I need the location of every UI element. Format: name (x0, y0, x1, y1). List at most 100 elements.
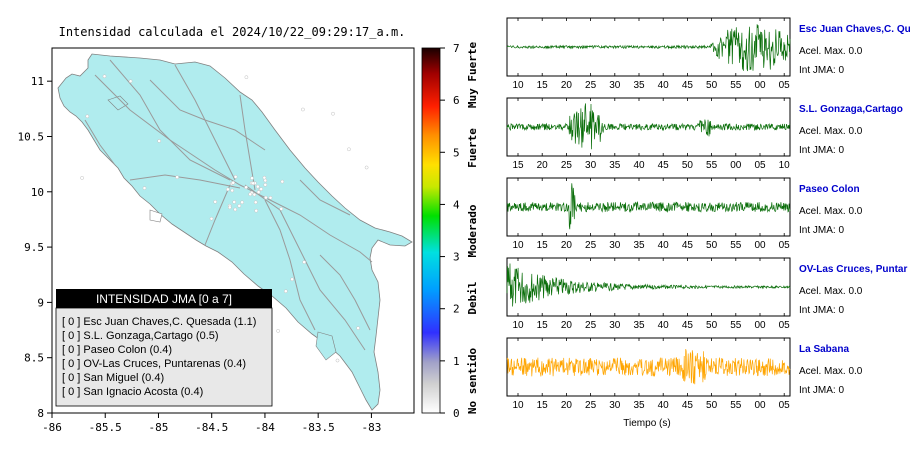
colorbar-category: Muy Fuerte (466, 42, 479, 109)
station-int: Int JMA: 0 (799, 225, 844, 236)
waveform-panel: 10 15 20 25 30 35 40 45 50 55 00 05 Esc Juan Chaves,… (506, 17, 910, 91)
town-dot (263, 178, 268, 183)
road (299, 179, 351, 216)
town-dot (255, 184, 260, 189)
osa-peninsula (315, 331, 337, 361)
waveform-tick-label: 20 (561, 80, 573, 91)
waveform-tick-label: 10 (779, 160, 791, 171)
map-title: Intensidad calculada el 2024/10/22_09:29… (59, 25, 406, 39)
town-dot (279, 207, 284, 211)
town-dot (251, 181, 256, 186)
waveform-panel: 10 15 20 25 30 35 40 45 50 55 00 05 OV-Las Cruces, P… (506, 257, 907, 331)
waveform-tick-label: 35 (633, 240, 645, 251)
legend-item: [ 0 ] S.L. Gonzaga,Cartago (0.5) (62, 330, 219, 342)
island (107, 95, 129, 111)
waveform-frame (506, 97, 791, 157)
town-dot (335, 358, 340, 363)
legend-item: [ 0 ] Paseo Colon (0.4) (62, 344, 172, 356)
waveform-tick-label: 25 (561, 160, 573, 171)
colorbar-tick-label: 7 (453, 42, 460, 55)
town-dot (356, 326, 360, 330)
waveform-tick-label: 05 (779, 240, 791, 251)
waveform-tick-label: 55 (730, 80, 742, 91)
station-name: La Sabana (799, 344, 849, 355)
waveform-tick-label: 30 (609, 80, 621, 91)
waveform-tick-label: 45 (682, 80, 694, 91)
waveform-tick-label: 40 (633, 160, 645, 171)
station-int: Int JMA: 0 (799, 145, 844, 156)
waveform-tick-label: 35 (633, 400, 645, 411)
intensity-legend: INTENSIDAD JMA [0 a 7] [ 0 ] Esc Juan Ch… (55, 289, 273, 407)
waveform-tick-label: 45 (682, 400, 694, 411)
town-dot (331, 111, 335, 116)
town-dot (231, 180, 236, 185)
station-acel: Acel. Max. 0.0 (799, 126, 863, 137)
town-dot (252, 192, 257, 197)
town-dot (209, 216, 214, 221)
colorbar-category: No sentido (466, 348, 479, 415)
waveform-trace (506, 349, 791, 385)
waveform-tick-label: 05 (779, 400, 791, 411)
waveform-tick-label: 50 (706, 240, 718, 251)
road-network (84, 59, 373, 351)
road (204, 184, 231, 246)
station-int: Int JMA: 0 (799, 305, 844, 316)
map-x-tick-label: -85.5 (89, 421, 122, 434)
road (129, 174, 241, 189)
waveform-tick-label: 45 (682, 240, 694, 251)
waveform-tick-label: 30 (609, 400, 621, 411)
waveform-tick-label: 50 (706, 400, 718, 411)
map-x-tick-label: -84.5 (195, 421, 228, 434)
map-x-tick-label: -83.5 (302, 421, 335, 434)
town-dot (157, 139, 162, 143)
costa-rica-landmass (57, 53, 413, 411)
waveform-tick-label: 45 (682, 320, 694, 331)
map-x-tick-label: -86 (42, 421, 62, 434)
road (264, 199, 316, 331)
station-int: Int JMA: 0 (799, 65, 844, 76)
town-dot (175, 175, 179, 180)
map-y-tick-label: 8.5 (24, 352, 44, 365)
town-dot (227, 205, 232, 210)
road (244, 184, 366, 351)
road (84, 119, 116, 166)
waveform-tick-label: 00 (754, 400, 766, 411)
waveform-tick-label: 35 (633, 320, 645, 331)
waveform-tick-label: 50 (706, 320, 718, 331)
town-dot (237, 204, 242, 208)
waveform-tick-label: 30 (585, 160, 597, 171)
town-dot (276, 329, 280, 333)
waveform-tick-label: 00 (754, 320, 766, 331)
town-dot (240, 200, 244, 205)
waveform-tick-label: 30 (609, 320, 621, 331)
waveform-tick-label: 10 (512, 80, 524, 91)
town-dot (256, 190, 261, 194)
town-dot (230, 188, 235, 193)
town-dot (142, 186, 147, 190)
colorbar-category: Debil (466, 281, 479, 314)
waveform-tick-label: 20 (561, 240, 573, 251)
waveform-tick-label: 40 (658, 240, 670, 251)
town-dot (213, 199, 218, 204)
map-y-axis: 11 10.5 10 9.5 9 8.5 8 (18, 75, 52, 420)
town-dot (302, 260, 307, 264)
legend-item: [ 0 ] San Miguel (0.4) (62, 372, 164, 384)
waveform-tick-label: 20 (537, 160, 549, 171)
gulf-water (149, 209, 163, 223)
station-name: OV-Las Cruces, Puntar (799, 264, 907, 275)
town-dot (102, 74, 107, 79)
town-dot (264, 195, 268, 200)
colorbar-category: Fuerte (466, 128, 479, 168)
town-dot (301, 107, 305, 112)
waveform-tick-label: 35 (609, 160, 621, 171)
town-dot (232, 200, 237, 204)
colorbar-tick-label: 0 (453, 407, 460, 420)
waveform-xlabel: Tiempo (s) (623, 418, 670, 429)
waveform-tick-label: 30 (609, 240, 621, 251)
map-x-tick-label: -83 (361, 421, 381, 434)
town-dot (268, 195, 273, 200)
waveform-tick-label: 10 (512, 240, 524, 251)
waveform-panel: 10 15 20 25 30 35 40 45 50 55 00 05 La Sabana Acel. M… (506, 337, 863, 411)
colorbar-tick-label: 6 (453, 94, 460, 107)
legend-item: [ 0 ] OV-Las Cruces, Puntarenas (0.4) (62, 358, 246, 370)
